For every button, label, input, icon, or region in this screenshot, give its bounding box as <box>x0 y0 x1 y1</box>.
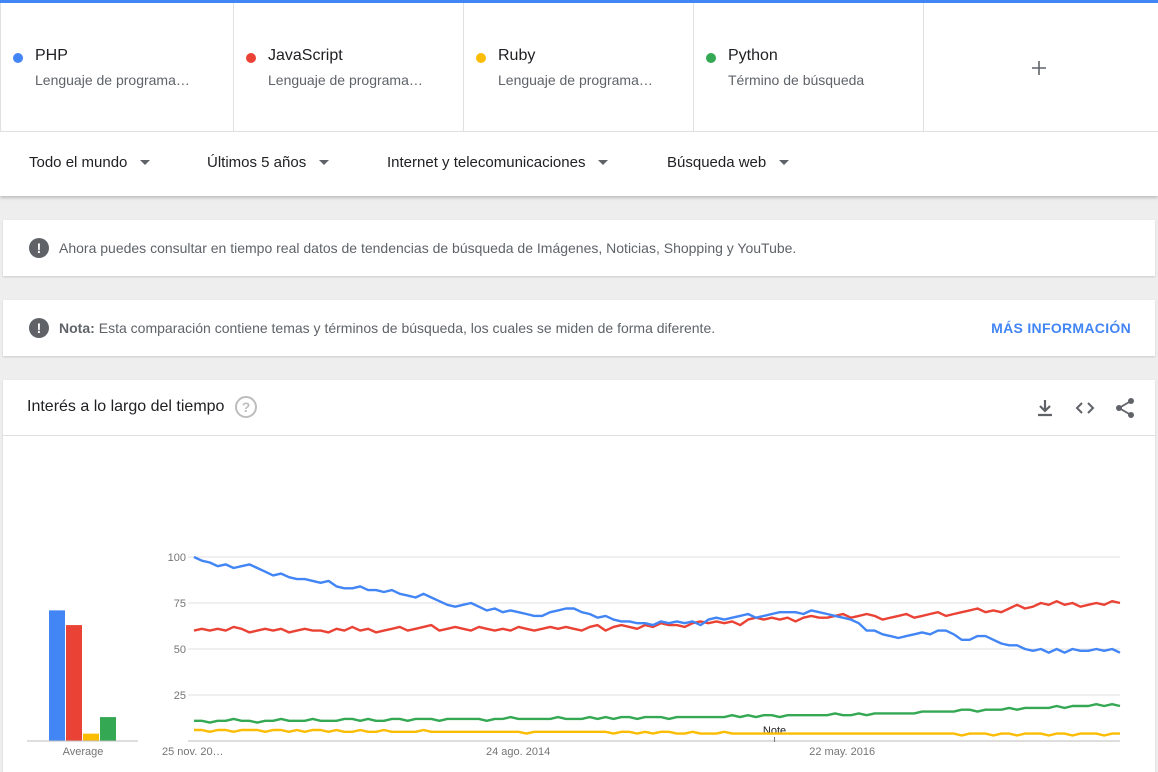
term-type: Lenguaje de programa… <box>35 72 190 88</box>
compare-terms-bar: PHP Lenguaje de programa… JavaScript Len… <box>0 3 1158 131</box>
y-tick-label: 25 <box>174 690 186 702</box>
embed-icon[interactable] <box>1073 396 1097 420</box>
series-line-python <box>194 703 1121 724</box>
term-name: PHP <box>35 47 68 64</box>
term-name: Python <box>728 47 778 64</box>
average-bar-php <box>49 610 65 741</box>
alert-icon: ! <box>29 318 49 338</box>
add-term-button[interactable] <box>924 3 1158 131</box>
more-info-link[interactable]: MÁS INFORMACIÓN <box>991 320 1131 336</box>
category-dropdown[interactable]: Internet y telecomunicaciones <box>387 154 609 171</box>
x-tick-label: 25 nov. 20… <box>162 746 224 758</box>
term-type: Lenguaje de programa… <box>268 72 423 88</box>
annotation-label: Note <box>763 725 786 737</box>
interest-over-time-card: Interés a lo largo del tiempo ? 25 50 75 10… <box>3 380 1155 772</box>
term-type: Lenguaje de programa… <box>498 72 653 88</box>
chart-header: Interés a lo largo del tiempo ? <box>3 380 1155 436</box>
x-tick-label: 22 may. 2016 <box>809 746 875 758</box>
comparison-note: ! Nota: Esta comparación contiene temas … <box>3 300 1155 356</box>
term-card-php[interactable]: PHP Lenguaje de programa… <box>0 3 234 131</box>
plus-icon <box>1032 61 1046 75</box>
average-bar-javascript <box>66 625 82 741</box>
note-text: Esta comparación contiene temas y términ… <box>98 320 716 336</box>
term-card-ruby[interactable]: Ruby Lenguaje de programa… <box>464 3 694 131</box>
average-bar-python <box>100 717 116 741</box>
note-label: Nota: <box>59 320 95 336</box>
top-accent-bar <box>0 0 1158 3</box>
alert-icon: ! <box>29 238 49 258</box>
series-line-javascript <box>193 599 1121 634</box>
caret-down-icon <box>779 160 790 165</box>
term-type: Término de búsqueda <box>728 72 865 88</box>
caret-down-icon <box>140 160 151 165</box>
period-dropdown[interactable]: Últimos 5 años <box>207 154 330 171</box>
search-type-dropdown[interactable]: Búsqueda web <box>667 154 790 171</box>
region-dropdown[interactable]: Todo el mundo <box>29 154 151 171</box>
help-icon[interactable]: ? <box>235 396 257 418</box>
series-line-php <box>193 555 1121 654</box>
trend-chart: 25 50 75 100 25 nov. 20… 24 ago. 2014 22 may. … <box>27 552 1121 758</box>
series-line-ruby <box>194 728 1120 737</box>
term-color-dot <box>13 53 23 63</box>
x-tick-label: 24 ago. 2014 <box>486 746 550 758</box>
y-tick-label: 50 <box>174 644 186 656</box>
term-name: JavaScript <box>268 47 343 64</box>
filters-bar: Todo el mundo Últimos 5 años Internet y … <box>0 131 1158 196</box>
average-bar-ruby <box>83 733 99 741</box>
term-color-dot <box>476 53 486 63</box>
caret-down-icon <box>319 160 330 165</box>
realtime-notice: ! Ahora puedes consultar en tiempo real … <box>3 220 1155 276</box>
chart-title: Interés a lo largo del tiempo <box>27 398 225 415</box>
term-name: Ruby <box>498 47 536 64</box>
notice-text: Ahora puedes consultar en tiempo real da… <box>59 240 797 256</box>
average-label: Average <box>63 746 104 758</box>
term-card-python[interactable]: Python Término de búsqueda <box>694 3 924 131</box>
search-type-label: Búsqueda web <box>667 154 767 171</box>
region-label: Todo el mundo <box>29 154 128 171</box>
category-label: Internet y telecomunicaciones <box>387 154 586 171</box>
term-color-dot <box>246 53 256 63</box>
term-card-javascript[interactable]: JavaScript Lenguaje de programa… <box>234 3 464 131</box>
share-icon[interactable] <box>1113 396 1137 420</box>
download-icon[interactable] <box>1033 396 1057 420</box>
period-label: Últimos 5 años <box>207 154 307 171</box>
term-color-dot <box>706 53 716 63</box>
y-tick-label: 100 <box>168 552 186 564</box>
y-tick-label: 75 <box>174 598 186 610</box>
caret-down-icon <box>598 160 609 165</box>
